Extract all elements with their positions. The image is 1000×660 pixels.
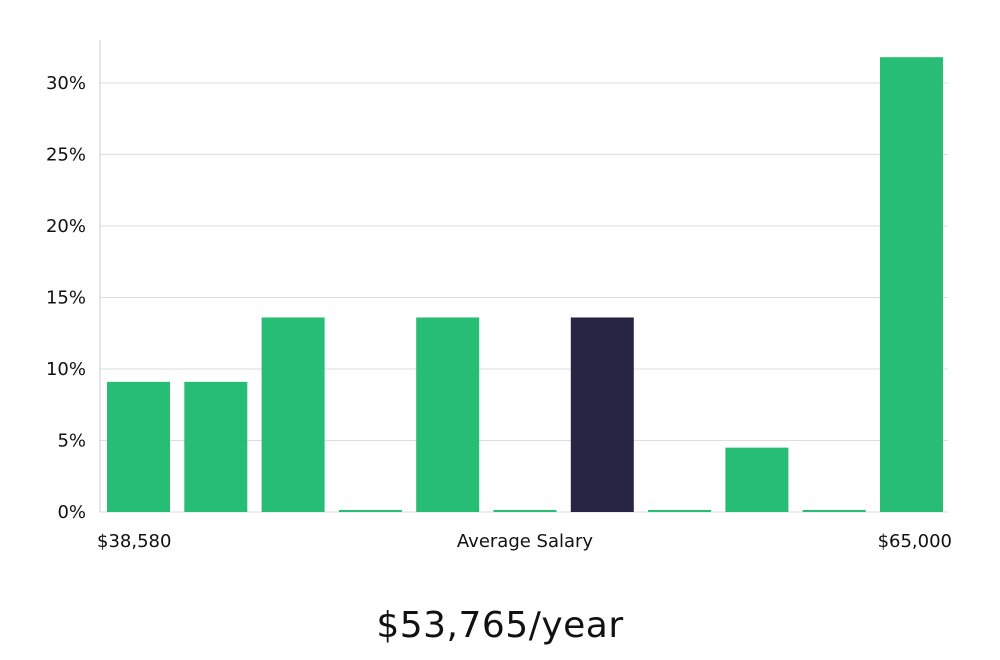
x-axis-max-label: $65,000 xyxy=(878,531,952,552)
bar xyxy=(107,381,170,512)
y-tick-label: 30% xyxy=(46,73,86,94)
x-axis-title: Average Salary xyxy=(457,531,594,552)
bar xyxy=(338,510,402,512)
y-tick-label: 5% xyxy=(57,430,86,451)
bar xyxy=(725,447,789,512)
bar xyxy=(184,381,248,512)
bar xyxy=(416,317,480,512)
average-salary-value: $53,765/year xyxy=(376,605,624,646)
bar xyxy=(648,510,712,512)
bar-highlighted xyxy=(570,317,634,512)
bar xyxy=(493,510,557,512)
y-tick-label: 20% xyxy=(46,216,86,237)
x-axis-min-label: $38,580 xyxy=(97,531,171,552)
y-tick-label: 15% xyxy=(46,287,86,308)
y-tick-label: 0% xyxy=(57,502,86,523)
y-tick-label: 10% xyxy=(46,359,86,380)
y-axis-ticks: 0% 5% 10% 15% 20% 25% 30% xyxy=(46,73,86,523)
bar xyxy=(802,510,866,512)
bar xyxy=(261,317,325,512)
y-tick-label: 25% xyxy=(46,144,86,165)
bars xyxy=(107,57,943,512)
bar xyxy=(880,57,943,512)
salary-histogram-chart: 0% 5% 10% 15% 20% 25% 30% $38,580 Average Sala… xyxy=(46,40,952,552)
